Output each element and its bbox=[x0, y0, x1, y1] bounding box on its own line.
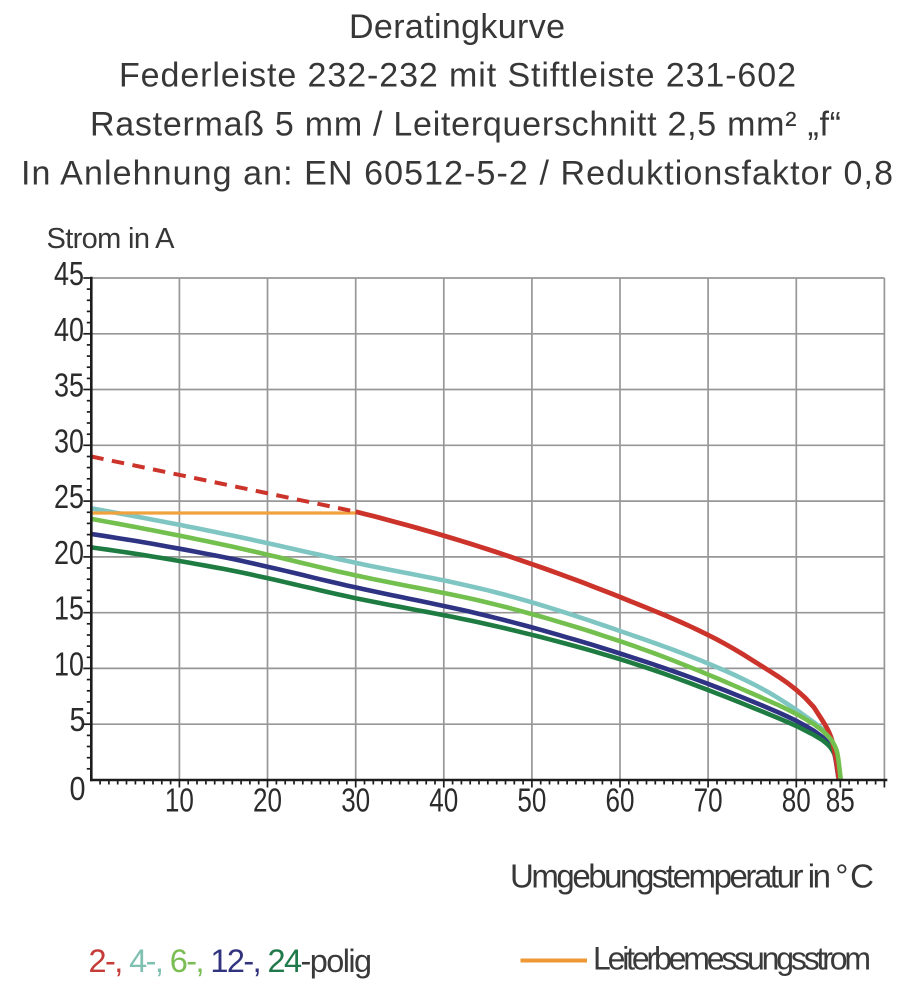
svg-text:35: 35 bbox=[54, 367, 84, 404]
svg-text:Umgebungstemperatur in ° C: Umgebungstemperatur in ° C bbox=[510, 858, 874, 895]
svg-text:40: 40 bbox=[429, 782, 458, 819]
svg-text:25: 25 bbox=[54, 478, 84, 515]
svg-text:Federleiste 232-232 mit Stiftl: Federleiste 232-232 mit Stiftleiste 231-… bbox=[119, 57, 796, 95]
svg-text:20: 20 bbox=[54, 534, 84, 571]
svg-text:85: 85 bbox=[826, 782, 855, 819]
svg-text:50: 50 bbox=[517, 782, 546, 819]
svg-text:30: 30 bbox=[341, 782, 370, 819]
svg-text:0: 0 bbox=[70, 770, 86, 807]
svg-text:30: 30 bbox=[54, 422, 84, 459]
svg-text:Strom in A: Strom in A bbox=[47, 223, 176, 255]
svg-text:60: 60 bbox=[606, 782, 635, 819]
svg-text:15: 15 bbox=[54, 590, 84, 627]
svg-text:70: 70 bbox=[694, 782, 723, 819]
svg-text:5: 5 bbox=[70, 701, 86, 738]
svg-text:10: 10 bbox=[165, 782, 194, 819]
svg-text:45: 45 bbox=[54, 255, 84, 292]
svg-text:10: 10 bbox=[54, 645, 84, 682]
svg-text:In Anlehnung an: EN 60512-5-2: In Anlehnung an: EN 60512-5-2 / Reduktio… bbox=[21, 155, 893, 193]
svg-text:40: 40 bbox=[54, 311, 84, 348]
svg-text:80: 80 bbox=[782, 782, 811, 819]
svg-text:20: 20 bbox=[253, 782, 282, 819]
svg-text:Leiterbemessungsstrom: Leiterbemessungsstrom bbox=[593, 941, 871, 977]
svg-text:Rastermaß 5 mm / Leiterquersch: Rastermaß 5 mm / Leiterquerschnitt 2,5 m… bbox=[90, 106, 841, 144]
svg-text:Deratingkurve: Deratingkurve bbox=[349, 8, 565, 46]
svg-text:​2-, 4-, 6-, 12-, 24-polig: ​2-, 4-, 6-, 12-, 24-polig bbox=[89, 943, 373, 979]
